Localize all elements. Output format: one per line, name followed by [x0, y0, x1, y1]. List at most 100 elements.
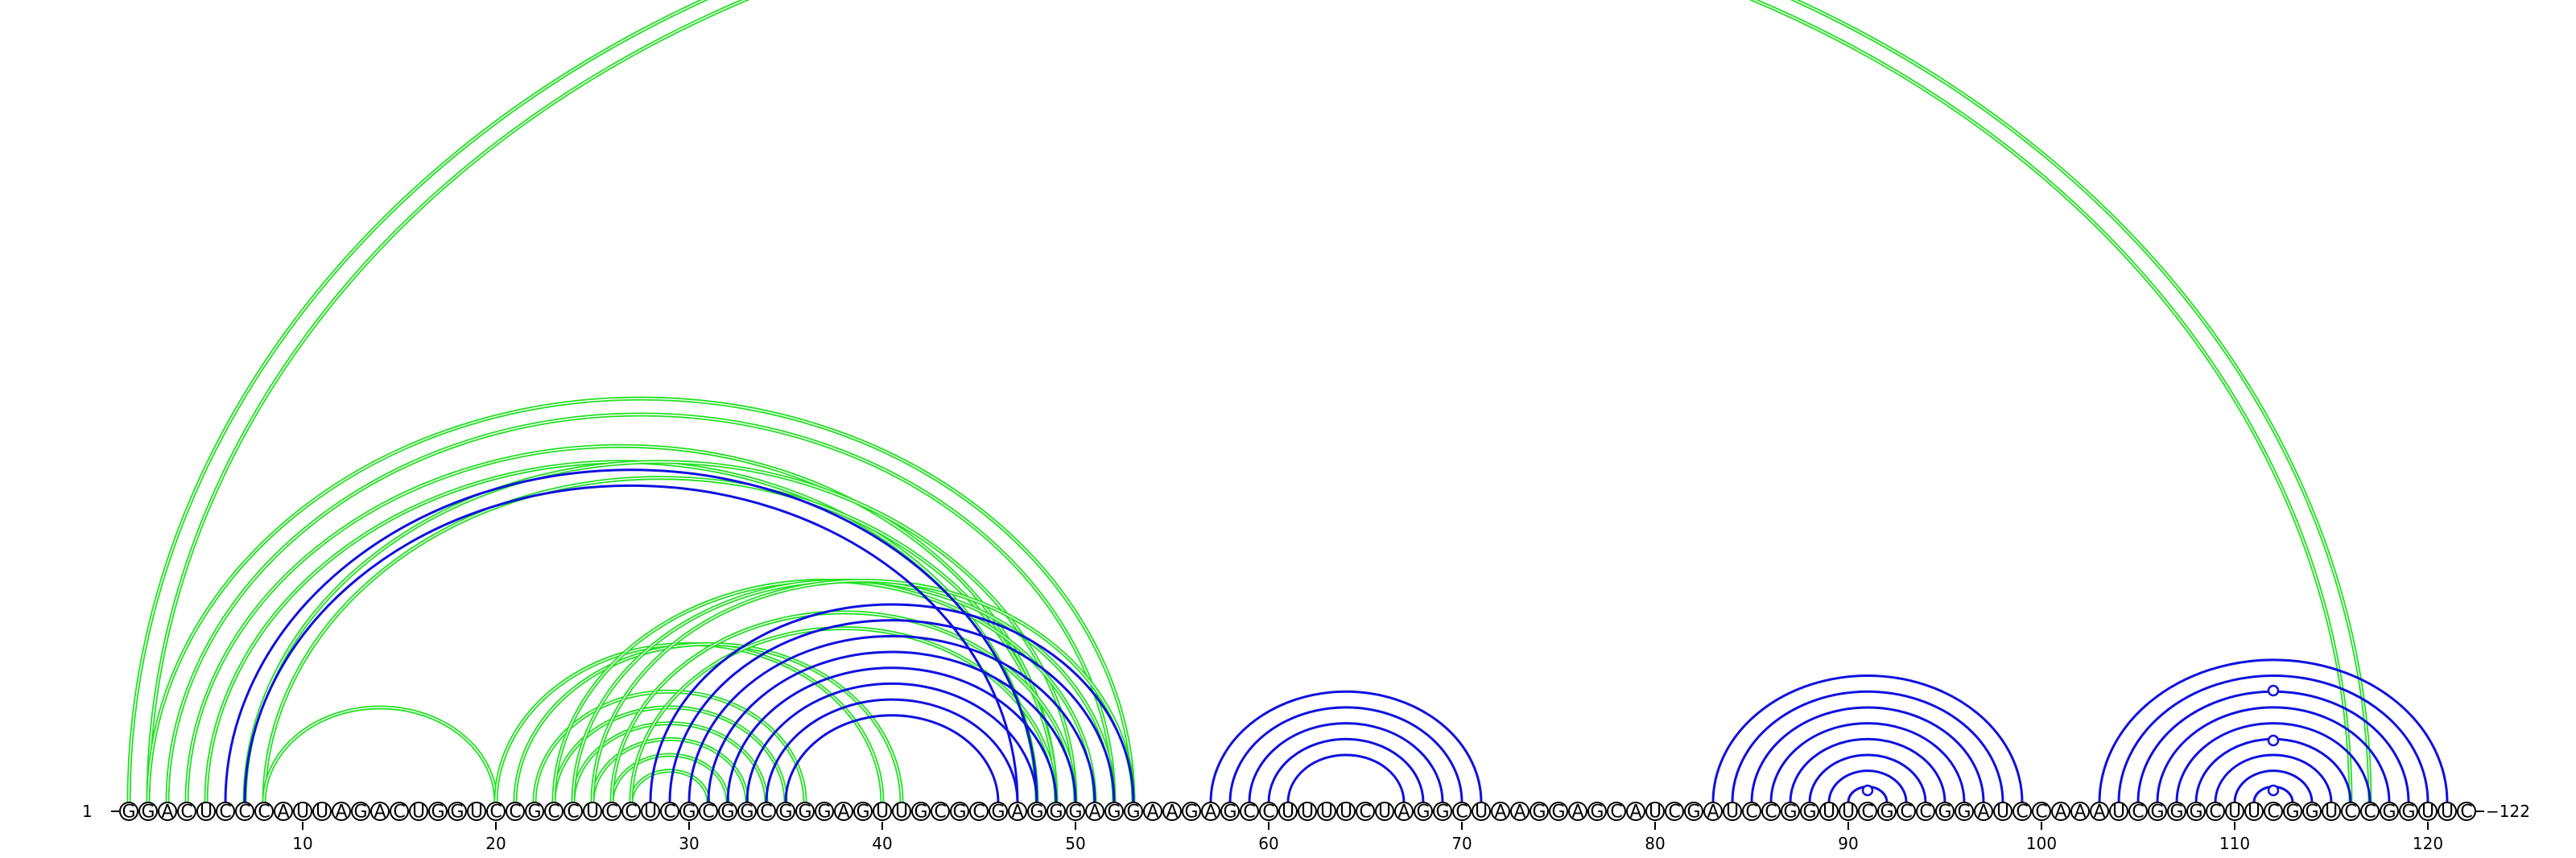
nucleotide-112: C	[2264, 802, 2283, 823]
nucleotide-circle	[1433, 802, 1452, 821]
nucleotide-letter: C	[934, 802, 946, 823]
nucleotide-6: C	[216, 802, 235, 823]
nucleotide-letter: G	[1068, 802, 1082, 823]
nucleotide-letter: G	[1223, 802, 1236, 823]
nucleotide-circle	[1530, 802, 1549, 821]
nucleotide-circle	[158, 802, 177, 821]
nucleotide-50: G	[1066, 802, 1085, 823]
nucleotide-circle	[969, 802, 989, 821]
nucleotide-letter: G	[1126, 802, 1140, 823]
nucleotide-53: G	[1124, 802, 1143, 823]
nucleotide-letter: G	[1532, 802, 1546, 823]
nucleotide-letter: G	[450, 802, 464, 823]
nucleotide-circle	[1394, 802, 1414, 821]
green-arc-inner	[592, 580, 1134, 803]
nucleotide-circle	[2302, 802, 2322, 821]
nucleotide-letter: G	[952, 802, 966, 823]
nucleotide-81: C	[1665, 802, 1684, 823]
nucleotide-letter: U	[296, 802, 309, 823]
nucleotide-circle	[486, 802, 506, 821]
nucleotide-letter: G	[1184, 802, 1198, 823]
nucleotide-103: A	[2090, 802, 2109, 823]
nucleotide-76: A	[1568, 802, 1587, 823]
tick-label-80: 80	[1645, 834, 1665, 853]
nucleotide-11: U	[312, 802, 332, 823]
nucleotide-letter: C	[1900, 802, 1912, 823]
tick-label-50: 50	[1065, 834, 1085, 853]
nucleotide-69: G	[1433, 802, 1452, 823]
green-arc-inner	[630, 627, 1057, 803]
nucleotide-111: U	[2244, 802, 2264, 823]
nucleotide-77: G	[1587, 802, 1607, 823]
nucleotide-letter: C	[1243, 802, 1255, 823]
nucleotide-letter: U	[200, 802, 213, 823]
nucleotide-66: U	[1375, 802, 1394, 823]
nucleotide-letter: C	[1745, 802, 1757, 823]
blue-arc-29-52	[668, 619, 1116, 804]
nucleotide-letter: U	[1726, 802, 1739, 823]
nucleotide-104: U	[2109, 802, 2128, 823]
nucleotide-circle	[815, 802, 834, 821]
nucleotide-circle	[1182, 802, 1201, 821]
nucleotide-108: G	[2186, 802, 2206, 823]
nucleotide-9: A	[274, 802, 293, 823]
nucleotide-75: G	[1549, 802, 1568, 823]
nucleotide-letter: C	[2132, 802, 2144, 823]
nucleotide-33: G	[737, 802, 757, 823]
nucleotide-118: G	[2380, 802, 2399, 823]
hairpin-marker-group	[1861, 684, 2280, 797]
nucleotide-circle	[2322, 802, 2341, 821]
nucleotide-circle	[776, 802, 795, 821]
nucleotide-109: C	[2206, 802, 2225, 823]
nucleotide-circle	[853, 802, 873, 821]
nucleotide-circle	[1356, 802, 1375, 821]
nucleotide-letter: A	[1204, 802, 1216, 823]
green-arc-3-52	[165, 412, 1117, 805]
nucleotide-45: C	[969, 802, 989, 823]
nucleotide-circle	[1298, 802, 1317, 821]
green-arc-22-36	[532, 689, 807, 805]
nucleotide-letter: A	[1494, 802, 1506, 823]
nucleotide-84: U	[1723, 802, 1742, 823]
nucleotide-102: A	[2070, 802, 2090, 823]
end-index-label: −122	[2486, 802, 2530, 821]
nucleotide-circle	[1723, 802, 1742, 821]
tick-label-120: 120	[2413, 834, 2443, 853]
nucleotide-letter: G	[1938, 802, 1951, 823]
nucleotide-letter: A	[1166, 802, 1178, 823]
nucleotide-circle	[1781, 802, 1800, 821]
nucleotide-letter: U	[586, 802, 599, 823]
nucleotide-letter: G	[1049, 802, 1063, 823]
nucleotide-circle	[2457, 802, 2476, 821]
blue-arc-86-96	[1769, 722, 1966, 804]
nucleotide-3: A	[158, 802, 177, 823]
blue-arc-103-121	[2098, 658, 2449, 804]
nucleotide-51: A	[1085, 802, 1104, 823]
nucleotide-92: G	[1877, 802, 1897, 823]
blue-arc-7-47	[243, 484, 1019, 804]
nucleotide-circle	[2380, 802, 2399, 821]
green-arc-21-41	[513, 641, 904, 805]
nucleotide-15: C	[390, 802, 409, 823]
nucleotide-circle	[1742, 802, 1761, 821]
nucleotide-105: C	[2128, 802, 2148, 823]
nucleotide-circle	[873, 802, 892, 821]
nucleotide-circle	[274, 802, 293, 821]
nucleotide-circle	[1240, 802, 1259, 821]
nucleotide-circle	[737, 802, 757, 821]
nucleotide-circle	[989, 802, 1008, 821]
green-arc-4-49	[184, 443, 1059, 805]
nucleotide-letter: A	[1011, 802, 1023, 823]
nucleotide-circle	[1800, 802, 1819, 821]
green-arc-outer	[126, 0, 2372, 805]
nucleotide-letter: G	[141, 802, 155, 823]
nucleotide-letter: A	[374, 802, 386, 823]
nucleotide-letter: C	[1262, 802, 1274, 823]
nucleotide-letter: G	[2382, 802, 2396, 823]
nucleotide-90: U	[1839, 802, 1858, 823]
nucleotide-circle	[2206, 802, 2225, 821]
nucleotide-110: U	[2225, 802, 2244, 823]
nucleotide-94: C	[1916, 802, 1935, 823]
nucleotide-letter: U	[1320, 802, 1333, 823]
nucleotide-circle	[119, 802, 138, 821]
